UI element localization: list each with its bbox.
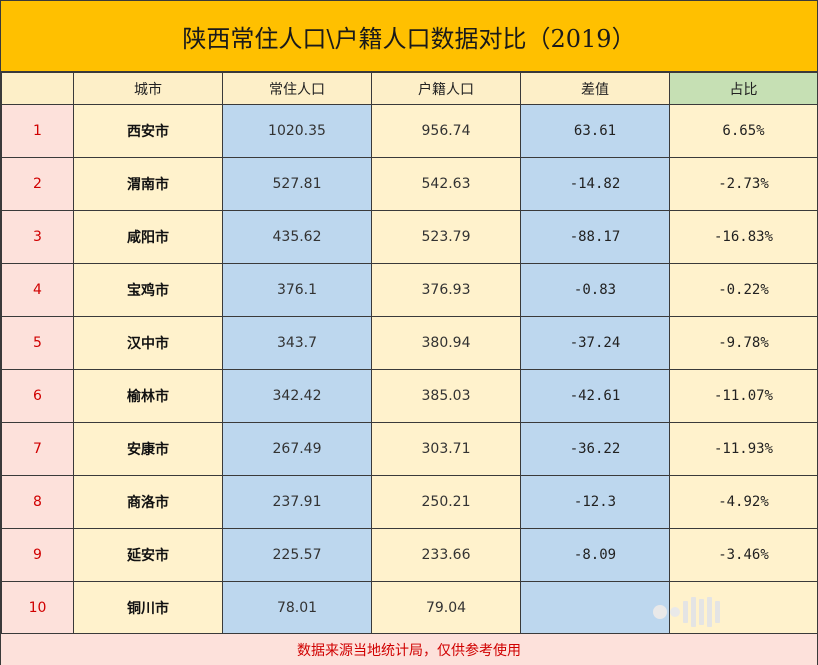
table-row: 10 铜川市 78.01 79.04 [1, 581, 818, 635]
city-cell: 榆林市 [73, 369, 223, 423]
row-index: 4 [1, 263, 74, 317]
difference-cell: -37.24 [520, 316, 670, 370]
ratio-cell: -16.83% [669, 210, 818, 264]
header-city: 城市 [73, 72, 223, 105]
table-row: 3 咸阳市 435.62 523.79 -88.17 -16.83% [1, 210, 818, 264]
difference-cell: -8.09 [520, 528, 670, 582]
table-row: 9 延安市 225.57 233.66 -8.09 -3.46% [1, 528, 818, 582]
city-cell: 商洛市 [73, 475, 223, 529]
header-registered: 户籍人口 [371, 72, 521, 105]
row-index: 8 [1, 475, 74, 529]
ratio-cell: -11.07% [669, 369, 818, 423]
table-row: 8 商洛市 237.91 250.21 -12.3 -4.92% [1, 475, 818, 529]
table-row: 5 汉中市 343.7 380.94 -37.24 -9.78% [1, 316, 818, 370]
ratio-cell: -3.46% [669, 528, 818, 582]
resident-cell: 376.1 [222, 263, 372, 317]
resident-cell: 435.62 [222, 210, 372, 264]
row-index: 6 [1, 369, 74, 423]
row-index: 7 [1, 422, 74, 476]
table-row: 2 渭南市 527.81 542.63 -14.82 -2.73% [1, 157, 818, 211]
resident-cell: 342.42 [222, 369, 372, 423]
difference-cell: -12.3 [520, 475, 670, 529]
registered-cell: 380.94 [371, 316, 521, 370]
city-cell: 铜川市 [73, 581, 223, 635]
row-index: 10 [1, 581, 74, 635]
row-index: 1 [1, 104, 74, 158]
source-note: 数据来源当地统计局，仅供参考使用 [1, 633, 817, 665]
registered-cell: 385.03 [371, 369, 521, 423]
row-index: 5 [1, 316, 74, 370]
table-row: 4 宝鸡市 376.1 376.93 -0.83 -0.22% [1, 263, 818, 317]
table-row: 7 安康市 267.49 303.71 -36.22 -11.93% [1, 422, 818, 476]
difference-cell [520, 581, 670, 635]
city-cell: 安康市 [73, 422, 223, 476]
header-ratio: 占比 [669, 72, 818, 105]
registered-cell: 956.74 [371, 104, 521, 158]
watermark-logo [653, 595, 773, 629]
difference-cell: -0.83 [520, 263, 670, 317]
ratio-cell: -4.92% [669, 475, 818, 529]
registered-cell: 250.21 [371, 475, 521, 529]
row-index: 2 [1, 157, 74, 211]
resident-cell: 527.81 [222, 157, 372, 211]
header-row: 城市 常住人口 户籍人口 差值 占比 [1, 72, 818, 105]
city-cell: 西安市 [73, 104, 223, 158]
registered-cell: 233.66 [371, 528, 521, 582]
resident-cell: 267.49 [222, 422, 372, 476]
registered-cell: 542.63 [371, 157, 521, 211]
ratio-cell: -2.73% [669, 157, 818, 211]
registered-cell: 376.93 [371, 263, 521, 317]
city-cell: 咸阳市 [73, 210, 223, 264]
difference-cell: 63.61 [520, 104, 670, 158]
resident-cell: 343.7 [222, 316, 372, 370]
table-row: 6 榆林市 342.42 385.03 -42.61 -11.07% [1, 369, 818, 423]
difference-cell: -14.82 [520, 157, 670, 211]
city-cell: 渭南市 [73, 157, 223, 211]
ratio-cell: 6.65% [669, 104, 818, 158]
difference-cell: -36.22 [520, 422, 670, 476]
header-resident: 常住人口 [222, 72, 372, 105]
header-index [1, 72, 74, 105]
ratio-cell: -9.78% [669, 316, 818, 370]
population-table: 城市 常住人口 户籍人口 差值 占比 1 西安市 1020.35 956.74 … [1, 72, 818, 635]
page-title: 陕西常住人口\户籍人口数据对比（2019） [1, 1, 817, 72]
table-row: 1 西安市 1020.35 956.74 63.61 6.65% [1, 104, 818, 158]
registered-cell: 303.71 [371, 422, 521, 476]
resident-cell: 225.57 [222, 528, 372, 582]
difference-cell: -42.61 [520, 369, 670, 423]
city-cell: 宝鸡市 [73, 263, 223, 317]
difference-cell: -88.17 [520, 210, 670, 264]
city-cell: 汉中市 [73, 316, 223, 370]
registered-cell: 79.04 [371, 581, 521, 635]
ratio-cell: -11.93% [669, 422, 818, 476]
registered-cell: 523.79 [371, 210, 521, 264]
resident-cell: 78.01 [222, 581, 372, 635]
row-index: 3 [1, 210, 74, 264]
resident-cell: 1020.35 [222, 104, 372, 158]
city-cell: 延安市 [73, 528, 223, 582]
row-index: 9 [1, 528, 74, 582]
header-difference: 差值 [520, 72, 670, 105]
ratio-cell: -0.22% [669, 263, 818, 317]
resident-cell: 237.91 [222, 475, 372, 529]
